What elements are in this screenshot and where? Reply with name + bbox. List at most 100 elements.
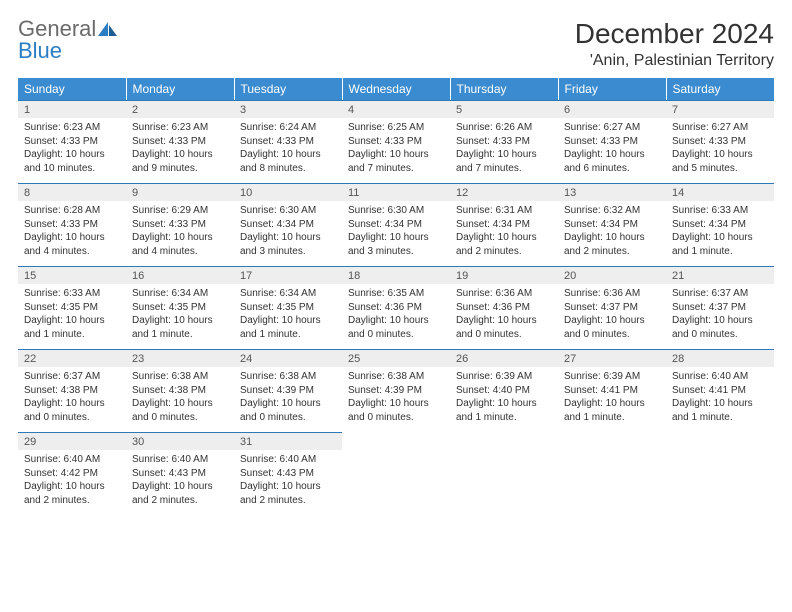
day-line-d1: Daylight: 10 hours [24, 397, 120, 411]
day-line-sr: Sunrise: 6:38 AM [132, 370, 228, 384]
day-cell [666, 432, 774, 515]
day-line-ss: Sunset: 4:33 PM [132, 218, 228, 232]
day-line-ss: Sunset: 4:38 PM [24, 384, 120, 398]
day-cell: 16Sunrise: 6:34 AMSunset: 4:35 PMDayligh… [126, 266, 234, 349]
day-line-sr: Sunrise: 6:34 AM [240, 287, 336, 301]
day-body: Sunrise: 6:23 AMSunset: 4:33 PMDaylight:… [18, 118, 126, 183]
day-line-d1: Daylight: 10 hours [564, 148, 660, 162]
day-line-ss: Sunset: 4:39 PM [348, 384, 444, 398]
day-body: Sunrise: 6:40 AMSunset: 4:41 PMDaylight:… [666, 367, 774, 432]
day-body: Sunrise: 6:37 AMSunset: 4:37 PMDaylight:… [666, 284, 774, 349]
day-line-ss: Sunset: 4:39 PM [240, 384, 336, 398]
day-number: 7 [666, 100, 774, 118]
day-cell: 12Sunrise: 6:31 AMSunset: 4:34 PMDayligh… [450, 183, 558, 266]
day-number: 27 [558, 349, 666, 367]
day-cell: 19Sunrise: 6:36 AMSunset: 4:36 PMDayligh… [450, 266, 558, 349]
day-line-d2: and 4 minutes. [132, 245, 228, 259]
day-line-d1: Daylight: 10 hours [672, 397, 768, 411]
day-line-d2: and 2 minutes. [132, 494, 228, 508]
day-line-sr: Sunrise: 6:25 AM [348, 121, 444, 135]
day-body: Sunrise: 6:30 AMSunset: 4:34 PMDaylight:… [234, 201, 342, 266]
day-number: 11 [342, 183, 450, 201]
day-cell: 21Sunrise: 6:37 AMSunset: 4:37 PMDayligh… [666, 266, 774, 349]
day-line-d2: and 4 minutes. [24, 245, 120, 259]
day-cell: 25Sunrise: 6:38 AMSunset: 4:39 PMDayligh… [342, 349, 450, 432]
day-line-d2: and 0 minutes. [240, 411, 336, 425]
day-line-sr: Sunrise: 6:34 AM [132, 287, 228, 301]
day-line-sr: Sunrise: 6:36 AM [564, 287, 660, 301]
day-cell: 1Sunrise: 6:23 AMSunset: 4:33 PMDaylight… [18, 100, 126, 183]
day-line-ss: Sunset: 4:33 PM [456, 135, 552, 149]
day-line-d2: and 3 minutes. [348, 245, 444, 259]
day-number: 24 [234, 349, 342, 367]
day-line-d2: and 1 minute. [672, 245, 768, 259]
day-cell: 14Sunrise: 6:33 AMSunset: 4:34 PMDayligh… [666, 183, 774, 266]
day-line-sr: Sunrise: 6:35 AM [348, 287, 444, 301]
day-number: 5 [450, 100, 558, 118]
week-row: 29Sunrise: 6:40 AMSunset: 4:42 PMDayligh… [18, 432, 774, 515]
day-line-sr: Sunrise: 6:39 AM [564, 370, 660, 384]
day-cell: 15Sunrise: 6:33 AMSunset: 4:35 PMDayligh… [18, 266, 126, 349]
day-line-d1: Daylight: 10 hours [24, 314, 120, 328]
day-number: 4 [342, 100, 450, 118]
logo-text: General Blue [18, 18, 118, 62]
day-number: 29 [18, 432, 126, 450]
day-body: Sunrise: 6:40 AMSunset: 4:42 PMDaylight:… [18, 450, 126, 515]
day-cell: 18Sunrise: 6:35 AMSunset: 4:36 PMDayligh… [342, 266, 450, 349]
day-line-ss: Sunset: 4:33 PM [24, 135, 120, 149]
day-line-d1: Daylight: 10 hours [240, 480, 336, 494]
day-body: Sunrise: 6:38 AMSunset: 4:38 PMDaylight:… [126, 367, 234, 432]
day-number: 22 [18, 349, 126, 367]
day-line-d1: Daylight: 10 hours [456, 148, 552, 162]
day-number: 15 [18, 266, 126, 284]
day-line-d1: Daylight: 10 hours [24, 480, 120, 494]
day-body: Sunrise: 6:38 AMSunset: 4:39 PMDaylight:… [234, 367, 342, 432]
day-line-d1: Daylight: 10 hours [456, 231, 552, 245]
day-body: Sunrise: 6:25 AMSunset: 4:33 PMDaylight:… [342, 118, 450, 183]
day-line-ss: Sunset: 4:33 PM [564, 135, 660, 149]
day-line-ss: Sunset: 4:33 PM [672, 135, 768, 149]
day-cell: 2Sunrise: 6:23 AMSunset: 4:33 PMDaylight… [126, 100, 234, 183]
day-line-ss: Sunset: 4:34 PM [564, 218, 660, 232]
day-cell [450, 432, 558, 515]
day-line-ss: Sunset: 4:34 PM [672, 218, 768, 232]
day-number: 18 [342, 266, 450, 284]
day-number: 9 [126, 183, 234, 201]
week-row: 8Sunrise: 6:28 AMSunset: 4:33 PMDaylight… [18, 183, 774, 266]
calendar-table: Sunday Monday Tuesday Wednesday Thursday… [18, 78, 774, 515]
day-number: 25 [342, 349, 450, 367]
day-line-d2: and 1 minute. [132, 328, 228, 342]
day-body: Sunrise: 6:24 AMSunset: 4:33 PMDaylight:… [234, 118, 342, 183]
day-line-sr: Sunrise: 6:29 AM [132, 204, 228, 218]
logo-sail-icon [98, 16, 118, 41]
day-cell: 8Sunrise: 6:28 AMSunset: 4:33 PMDaylight… [18, 183, 126, 266]
day-line-d1: Daylight: 10 hours [132, 314, 228, 328]
day-line-d1: Daylight: 10 hours [456, 314, 552, 328]
day-line-sr: Sunrise: 6:27 AM [672, 121, 768, 135]
day-line-sr: Sunrise: 6:24 AM [240, 121, 336, 135]
calendar-body: 1Sunrise: 6:23 AMSunset: 4:33 PMDaylight… [18, 100, 774, 515]
day-number: 1 [18, 100, 126, 118]
day-line-d2: and 0 minutes. [456, 328, 552, 342]
day-cell: 24Sunrise: 6:38 AMSunset: 4:39 PMDayligh… [234, 349, 342, 432]
day-line-d2: and 0 minutes. [132, 411, 228, 425]
day-number: 16 [126, 266, 234, 284]
day-line-sr: Sunrise: 6:30 AM [240, 204, 336, 218]
day-line-d2: and 5 minutes. [672, 162, 768, 176]
day-line-d2: and 0 minutes. [348, 411, 444, 425]
day-line-ss: Sunset: 4:43 PM [132, 467, 228, 481]
day-body: Sunrise: 6:27 AMSunset: 4:33 PMDaylight:… [666, 118, 774, 183]
day-body: Sunrise: 6:36 AMSunset: 4:37 PMDaylight:… [558, 284, 666, 349]
day-line-d1: Daylight: 10 hours [240, 397, 336, 411]
day-cell: 11Sunrise: 6:30 AMSunset: 4:34 PMDayligh… [342, 183, 450, 266]
day-line-d2: and 1 minute. [24, 328, 120, 342]
day-line-d2: and 6 minutes. [564, 162, 660, 176]
day-line-sr: Sunrise: 6:39 AM [456, 370, 552, 384]
day-header: Saturday [666, 78, 774, 100]
day-line-ss: Sunset: 4:34 PM [456, 218, 552, 232]
day-line-ss: Sunset: 4:33 PM [240, 135, 336, 149]
day-line-ss: Sunset: 4:33 PM [132, 135, 228, 149]
day-line-d1: Daylight: 10 hours [348, 314, 444, 328]
day-line-sr: Sunrise: 6:33 AM [24, 287, 120, 301]
day-cell: 29Sunrise: 6:40 AMSunset: 4:42 PMDayligh… [18, 432, 126, 515]
